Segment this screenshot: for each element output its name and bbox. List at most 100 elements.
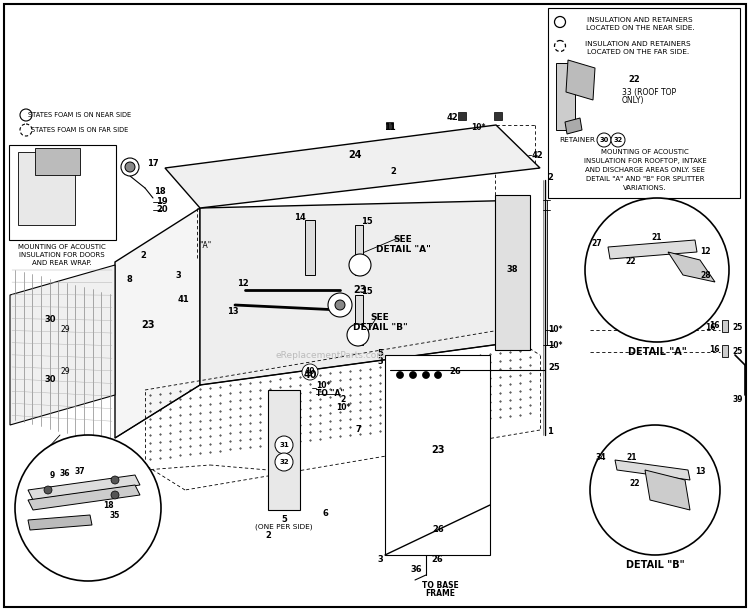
Text: 21: 21 [652,233,662,243]
Text: DETAIL "B": DETAIL "B" [626,560,684,570]
Text: 29: 29 [60,367,70,376]
Text: LOCATED ON THE FAR SIDE.: LOCATED ON THE FAR SIDE. [586,49,689,55]
Text: VARIATIONS.: VARIATIONS. [623,185,667,191]
Circle shape [410,371,416,378]
Bar [386,122,393,129]
Circle shape [20,109,32,121]
Text: 13: 13 [227,307,238,316]
Text: 32: 32 [279,459,289,465]
Text: 3: 3 [175,271,181,279]
Circle shape [590,425,720,555]
Polygon shape [200,200,530,385]
Text: 2: 2 [140,251,146,260]
Text: 10*: 10* [548,340,562,349]
Circle shape [111,476,119,484]
Text: 17: 17 [147,158,159,167]
Circle shape [275,453,293,471]
Text: 30: 30 [44,315,56,324]
Text: eReplacementParts.com: eReplacementParts.com [275,351,385,359]
Circle shape [111,491,119,499]
Bar [494,112,502,120]
Text: 27: 27 [591,240,602,249]
Polygon shape [28,515,92,530]
Text: 1: 1 [547,428,553,436]
Text: 2: 2 [390,167,396,177]
Circle shape [349,254,371,276]
Text: SEE: SEE [370,313,389,323]
Circle shape [44,486,52,494]
Text: 20: 20 [156,205,168,214]
Text: 19: 19 [156,197,168,207]
Text: 5: 5 [377,348,383,357]
Text: 30: 30 [44,376,56,384]
Text: 5: 5 [281,514,287,524]
Text: 25: 25 [732,323,742,332]
Circle shape [15,435,161,581]
Circle shape [434,371,442,378]
Circle shape [585,198,729,342]
Text: 42: 42 [531,150,543,159]
Text: FRAME: FRAME [425,588,455,598]
Polygon shape [645,470,690,510]
Circle shape [20,124,32,136]
Circle shape [422,371,430,378]
Text: 41: 41 [177,296,189,304]
Text: 23: 23 [141,320,154,330]
Text: 2: 2 [496,114,502,122]
Circle shape [125,162,135,172]
Text: 15: 15 [362,218,373,227]
Text: 38: 38 [506,266,518,274]
Text: 36: 36 [410,566,422,574]
Text: 12: 12 [237,279,249,288]
Polygon shape [28,475,140,500]
Polygon shape [722,320,728,332]
Bar [355,225,363,275]
Text: MOUNTING OF ACOUSTIC: MOUNTING OF ACOUSTIC [602,149,688,155]
Bar [458,112,466,120]
Text: 40: 40 [303,370,316,380]
Text: 25: 25 [548,364,560,373]
Polygon shape [165,125,540,208]
Text: 16: 16 [706,323,716,332]
Text: 10*: 10* [471,123,485,133]
Text: 39: 39 [733,395,743,404]
Text: MOUNTING OF ACOUSTIC: MOUNTING OF ACOUSTIC [18,244,106,250]
Text: 12: 12 [700,247,710,257]
Text: 10*: 10* [336,403,350,412]
Text: 33 (ROOF TOP: 33 (ROOF TOP [622,87,676,97]
Text: 36: 36 [60,469,70,478]
Text: 16: 16 [710,345,720,354]
Text: DETAIL "A" AND "B" FOR SPLITTER: DETAIL "A" AND "B" FOR SPLITTER [586,176,704,182]
Text: 42: 42 [446,114,458,122]
Circle shape [397,371,404,378]
Text: 8: 8 [126,276,132,285]
Text: INSULATION FOR ROOFTOP, INTAKE: INSULATION FOR ROOFTOP, INTAKE [584,158,706,164]
Text: 2: 2 [265,530,271,540]
Text: 6: 6 [322,508,328,518]
Text: STATES FOAM IS ON FAR SIDE: STATES FOAM IS ON FAR SIDE [32,127,129,133]
Text: "A": "A" [199,241,211,249]
Text: 2: 2 [547,174,553,183]
Text: 40: 40 [304,367,315,376]
Circle shape [611,133,625,147]
Text: 11: 11 [384,123,396,133]
Polygon shape [668,252,715,282]
Text: STATES FOAM IS ON NEAR SIDE: STATES FOAM IS ON NEAR SIDE [28,112,131,118]
Text: 14: 14 [294,213,306,222]
Text: 22: 22 [628,76,640,84]
Text: 26: 26 [432,525,444,535]
Polygon shape [615,460,690,480]
Polygon shape [18,152,75,225]
Polygon shape [10,265,115,425]
Polygon shape [608,240,697,259]
Polygon shape [28,485,140,510]
Text: 3: 3 [377,555,383,565]
Text: 15: 15 [362,288,373,296]
Text: AND DISCHARGE AREAS ONLY. SEE: AND DISCHARGE AREAS ONLY. SEE [585,167,705,173]
Text: 10*: 10* [316,381,330,389]
Text: 35: 35 [110,511,120,519]
Text: 34: 34 [596,453,606,463]
Text: 22: 22 [626,257,636,266]
Polygon shape [565,118,582,134]
Polygon shape [35,148,80,175]
